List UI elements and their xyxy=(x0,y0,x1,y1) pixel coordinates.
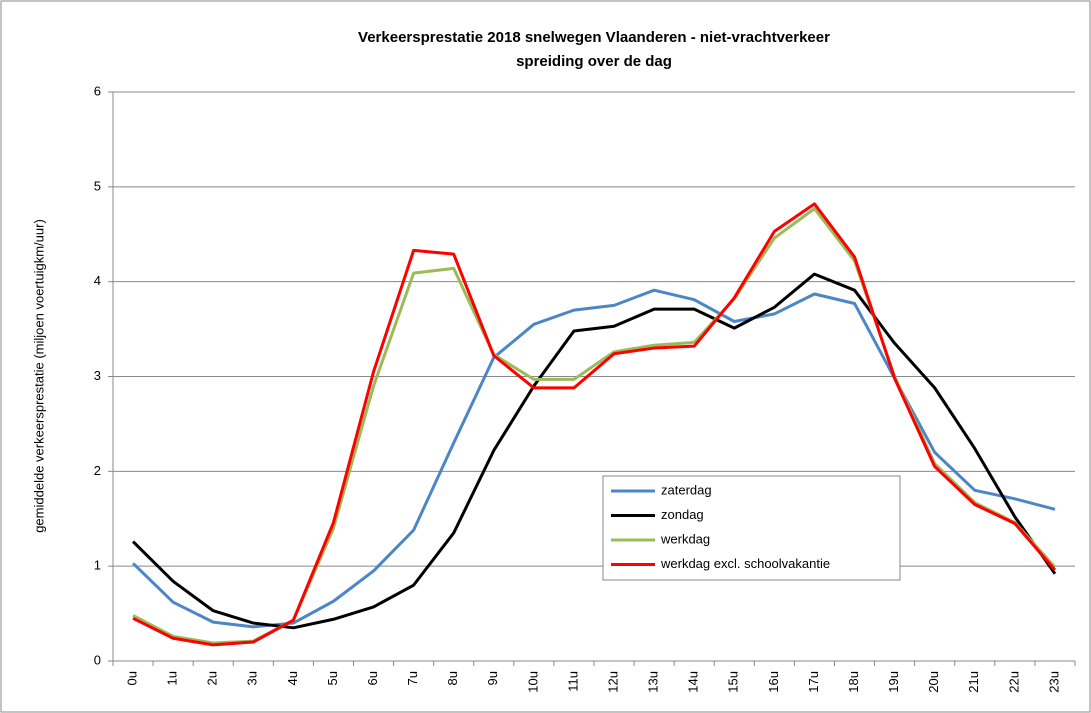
x-tick-label: 12u xyxy=(605,671,620,693)
x-tick-label: 1u xyxy=(165,671,180,685)
legend-label: zondag xyxy=(661,507,704,522)
x-tick-label: 17u xyxy=(806,671,821,693)
y-tick-label: 3 xyxy=(94,368,101,383)
legend-label: werkdag xyxy=(660,531,710,546)
y-tick-label: 2 xyxy=(94,463,101,478)
x-tick-label: 16u xyxy=(766,671,781,693)
x-tick-label: 10u xyxy=(525,671,540,693)
y-tick-label: 4 xyxy=(94,273,101,288)
legend-label: werkdag excl. schoolvakantie xyxy=(660,556,830,571)
series-line xyxy=(131,272,1057,630)
y-tick-label: 5 xyxy=(94,178,101,193)
x-tick-label: 6u xyxy=(365,671,380,685)
x-tick-label: 5u xyxy=(325,671,340,685)
x-tick-label: 20u xyxy=(926,671,941,693)
x-tick-label: 11u xyxy=(565,671,580,692)
chart-subtitle: spreiding over de dag xyxy=(516,53,672,70)
x-tick-label: 18u xyxy=(846,671,861,693)
x-tick-label: 21u xyxy=(966,671,981,693)
x-tick-label: 2u xyxy=(205,671,220,685)
y-tick-label: 1 xyxy=(94,558,101,573)
x-tick-label: 14u xyxy=(686,671,701,693)
x-tick-label: 23u xyxy=(1046,671,1061,693)
x-tick-label: 8u xyxy=(445,671,460,685)
legend-box xyxy=(602,475,901,581)
x-tick-label: 0u xyxy=(124,671,139,685)
y-tick-label: 0 xyxy=(94,652,101,667)
x-tick-label: 13u xyxy=(646,671,661,693)
chart-title: Verkeersprestatie 2018 snelwegen Vlaande… xyxy=(358,29,830,46)
series-line xyxy=(132,202,1057,647)
x-tick-label: 19u xyxy=(886,671,901,693)
x-tick-label: 7u xyxy=(405,671,420,685)
x-tick-label: 9u xyxy=(485,671,500,685)
x-tick-label: 22u xyxy=(1006,671,1021,693)
y-axis-label: gemiddelde verkeersprestatie (miljoen vo… xyxy=(31,219,46,533)
x-tick-label: 3u xyxy=(245,671,260,685)
legend-label: zaterdag xyxy=(661,482,712,497)
x-tick-label: 4u xyxy=(285,671,300,685)
x-tick-label: 15u xyxy=(726,671,741,693)
y-tick-label: 6 xyxy=(94,83,101,98)
